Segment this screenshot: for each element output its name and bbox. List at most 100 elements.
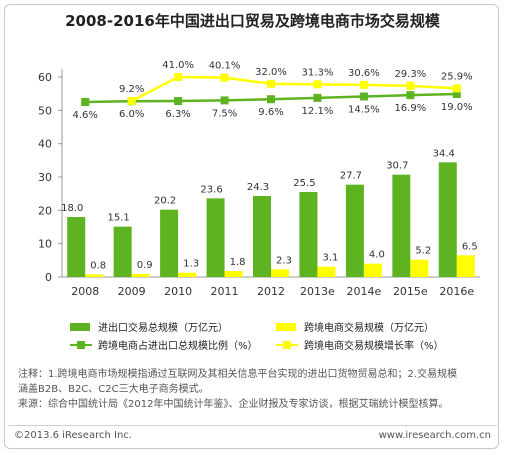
legend-swatch-growth bbox=[276, 340, 298, 350]
x-tick-label: 2010 bbox=[164, 285, 192, 298]
bar-total bbox=[67, 217, 86, 277]
legend-label-total: 进出口交易总规模（万亿元） bbox=[98, 323, 228, 334]
bar-cross-border bbox=[363, 263, 382, 277]
growth-marker bbox=[452, 84, 461, 93]
bar-cross-border bbox=[410, 259, 429, 277]
chart-frame bbox=[4, 4, 499, 449]
bar-value-label: 5.2 bbox=[415, 246, 431, 257]
bar-value-label: 20.2 bbox=[154, 196, 176, 207]
share-value-label: 19.0% bbox=[441, 102, 473, 113]
share-marker bbox=[220, 96, 229, 105]
growth-marker bbox=[313, 80, 322, 89]
y-tick-label: 20 bbox=[38, 204, 52, 217]
x-tick-label: 2016e bbox=[439, 285, 474, 298]
bar-cross-border bbox=[456, 255, 475, 277]
legend-item-total: 进出口交易总规模（万亿元） bbox=[70, 319, 228, 334]
growth-marker bbox=[127, 97, 136, 105]
bar-total bbox=[299, 192, 318, 277]
share-marker bbox=[81, 98, 90, 106]
x-tick-label: 2013e bbox=[300, 285, 335, 298]
bar-value-label: 24.3 bbox=[247, 182, 269, 193]
bar-total bbox=[438, 162, 457, 277]
bar-cross-border bbox=[131, 274, 150, 277]
bar-cross-border bbox=[178, 272, 197, 277]
share-marker bbox=[359, 92, 368, 101]
bar-value-label: 0.8 bbox=[90, 260, 106, 271]
share-marker bbox=[267, 95, 275, 104]
bar-value-label: 2.3 bbox=[276, 255, 292, 266]
share-value-label: 9.6% bbox=[258, 107, 283, 118]
bar-value-label: 3.1 bbox=[322, 253, 338, 264]
footer-divider bbox=[8, 425, 497, 426]
share-marker bbox=[452, 90, 461, 98]
legend-swatch-total bbox=[70, 322, 90, 331]
y-tick-label: 30 bbox=[38, 171, 52, 184]
bar-cross-border bbox=[271, 269, 289, 277]
bar-total bbox=[392, 174, 411, 277]
bar-value-label: 0.9 bbox=[137, 260, 153, 271]
bar-cross-border bbox=[224, 271, 243, 277]
legend-item-share: 跨境电商占进出口总规模比例（%） bbox=[70, 337, 258, 352]
growth-value-label: 9.2% bbox=[119, 84, 144, 95]
growth-value-label: 32.0% bbox=[255, 67, 287, 78]
y-tick-label: 0 bbox=[45, 271, 52, 284]
growth-marker bbox=[174, 73, 183, 81]
bar-value-label: 4.0 bbox=[369, 250, 385, 261]
bar-value-label: 23.6 bbox=[200, 184, 222, 195]
bar-value-label: 15.1 bbox=[108, 213, 130, 224]
note-line-1: 注释：1.跨境电商市场规模指通过互联网及其相关信息平台实现的进出口货物贸易总和；… bbox=[18, 369, 458, 380]
bar-value-label: 25.5 bbox=[293, 178, 315, 189]
bar-total bbox=[253, 196, 271, 277]
x-tick-label: 2011 bbox=[211, 285, 239, 298]
share-value-label: 7.5% bbox=[212, 108, 237, 119]
growth-marker bbox=[406, 81, 415, 90]
share-marker bbox=[313, 93, 322, 102]
legend-label-growth: 跨境电商交易规模增长率（%） bbox=[304, 341, 444, 352]
x-tick-label: 2009 bbox=[118, 285, 146, 298]
growth-value-label: 29.3% bbox=[394, 69, 426, 80]
growth-marker bbox=[220, 73, 229, 82]
bar-cross-border bbox=[317, 266, 336, 277]
note-line-2: 涵盖B2B、B2C、C2C三大电子商务模式。 bbox=[18, 384, 209, 395]
growth-value-label: 31.3% bbox=[302, 67, 334, 78]
y-tick-label: 10 bbox=[38, 238, 52, 251]
chart-title: 2008-2016年中国进出口贸易及跨境电商市场交易规模 bbox=[65, 12, 440, 30]
legend-item-growth: 跨境电商交易规模增长率（%） bbox=[276, 337, 444, 352]
x-tick-label: 2014e bbox=[347, 285, 382, 298]
y-tick-label: 50 bbox=[38, 104, 52, 117]
growth-marker bbox=[359, 80, 368, 89]
legend-label-cross-border: 跨境电商交易规模（万亿元） bbox=[304, 323, 434, 334]
bar-total bbox=[113, 226, 132, 277]
bar-total bbox=[160, 209, 179, 277]
bar-value-label: 27.7 bbox=[340, 171, 362, 182]
share-marker bbox=[174, 97, 183, 106]
legend-label-share: 跨境电商占进出口总规模比例（%） bbox=[98, 341, 258, 352]
copyright-text: ©2013.6 iResearch Inc. bbox=[14, 430, 132, 441]
share-value-label: 6.0% bbox=[119, 109, 144, 120]
share-value-label: 6.3% bbox=[165, 109, 190, 120]
share-value-label: 12.1% bbox=[302, 106, 334, 117]
legend-item-cross-border: 跨境电商交易规模（万亿元） bbox=[276, 319, 434, 334]
legend-swatch-cross-border bbox=[276, 322, 296, 331]
bar-value-label: 6.5 bbox=[462, 241, 478, 252]
growth-line bbox=[131, 75, 457, 103]
growth-value-label: 40.1% bbox=[209, 61, 241, 72]
bar-value-label: 1.3 bbox=[183, 259, 199, 270]
growth-value-label: 30.6% bbox=[348, 68, 380, 79]
source-line: 来源：综合中国统计局《2012年中国统计年鉴》、企业财报及专家访谈，根据艾瑞统计… bbox=[18, 399, 449, 410]
y-tick-label: 40 bbox=[38, 138, 52, 151]
x-tick-label: 2012 bbox=[257, 285, 285, 298]
share-value-label: 14.5% bbox=[348, 105, 380, 116]
legend-swatch-share bbox=[70, 340, 92, 350]
bar-value-label: 1.8 bbox=[230, 257, 246, 268]
bar-total bbox=[206, 198, 225, 277]
bar-cross-border bbox=[85, 274, 104, 277]
bar-value-label: 18.0 bbox=[61, 203, 83, 214]
share-value-label: 16.9% bbox=[394, 103, 426, 114]
bar-value-label: 34.4 bbox=[433, 148, 455, 159]
share-value-label: 4.6% bbox=[73, 110, 98, 121]
share-marker bbox=[406, 91, 415, 100]
growth-value-label: 41.0% bbox=[162, 60, 194, 71]
bar-value-label: 30.7 bbox=[386, 161, 408, 172]
